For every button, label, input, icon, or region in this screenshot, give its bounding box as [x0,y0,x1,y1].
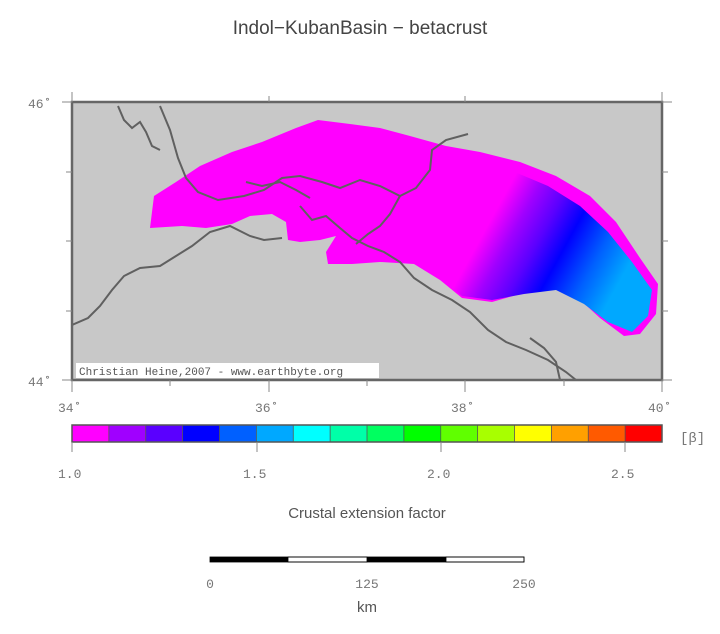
scale-segment [445,556,525,563]
credit-box [76,363,379,378]
colorbar-tick-label: 1.0 [58,467,81,482]
colorbar-swatch [625,425,663,442]
map-panel: 46˚ 44˚ 34˚ 36˚ 38˚ 40˚ Christian Heine,… [28,92,672,416]
scale-segment [367,557,446,562]
colorbar-swatch [514,425,552,442]
coastlines [72,105,577,380]
colorbar-swatch [219,425,257,442]
colorbar-swatch [330,425,368,442]
colorbar-label: Crustal extension factor [288,505,446,522]
colorbar-swatch [145,425,184,442]
lon-label: 36˚ [255,401,278,416]
colorbar-tick-label: 2.0 [427,467,450,482]
colorbar-swatch [440,425,479,442]
lon-label: 40˚ [648,401,671,416]
colorbar-tick-label: 2.5 [611,467,634,482]
colorbar-frame [71,424,663,443]
colorbar-swatch [72,425,110,442]
colorbar-swatch [403,425,442,442]
lon-label: 34˚ [58,401,81,416]
scale-tick-label: 125 [355,577,378,592]
lat-label-north: 46˚ [28,97,51,112]
basin-extension-core [388,164,652,332]
lat-label-south: 44˚ [28,375,51,390]
colorbar-swatch [551,425,589,442]
colorbar-swatch [367,425,405,442]
colorbar-swatch [477,425,515,442]
colorbar-swatch [182,425,220,442]
colorbar-unit: [β] [680,431,705,447]
scale-tick-label: 250 [512,577,535,592]
scale-unit: km [357,599,377,616]
credit-text: Christian Heine,2007 - www.earthbyte.org [79,367,343,379]
frame-ticks [62,92,672,392]
scale-bar: 0 125 250 km [206,556,536,616]
colorbar-swatch [588,425,626,442]
scale-segment [287,556,368,563]
colorbar: [β] 1.0 1.5 2.0 2.5 Crustal extension fa… [58,424,705,522]
scale-tick-label: 0 [206,577,214,592]
colorbar-swatch [293,425,331,442]
map-title: Indol−KubanBasin − betacrust [232,18,488,39]
lon-label: 38˚ [451,401,474,416]
colorbar-swatch [108,425,147,442]
colorbar-swatch [256,425,294,442]
colorbar-tick-label: 1.5 [243,467,266,482]
scale-segment [210,557,288,562]
